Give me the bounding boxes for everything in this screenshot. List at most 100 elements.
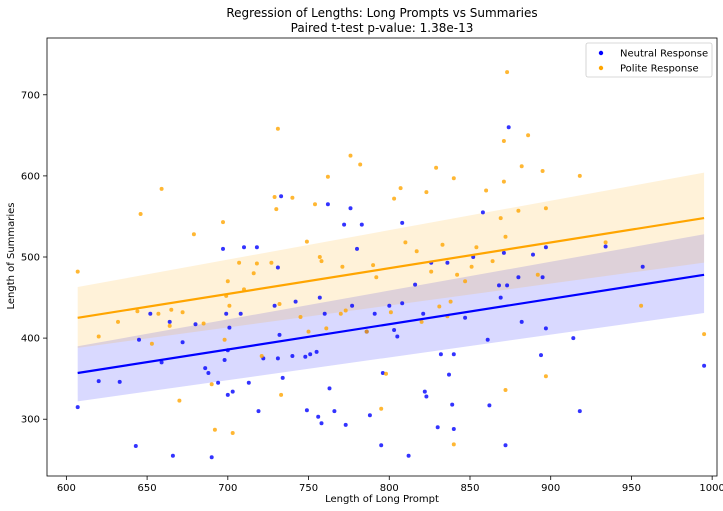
data-point-polite — [543, 374, 548, 379]
data-point-neutral — [203, 366, 208, 371]
x-tick-label: 700 — [218, 483, 237, 494]
data-point-polite — [272, 195, 277, 199]
data-point-polite — [319, 259, 324, 264]
data-point-polite — [419, 319, 424, 324]
x-tick-label: 1000 — [699, 483, 723, 494]
data-point-neutral — [319, 421, 324, 426]
legend-box — [585, 42, 713, 78]
data-point-polite — [424, 190, 429, 195]
data-point-neutral — [498, 295, 503, 300]
data-point-polite — [290, 195, 295, 200]
data-point-neutral — [480, 210, 485, 215]
data-point-polite — [639, 303, 644, 308]
data-point-neutral — [342, 222, 347, 227]
confidence-band-neutral — [77, 234, 705, 402]
data-point-polite — [455, 272, 460, 277]
data-point-polite — [364, 329, 369, 334]
data-point-neutral — [343, 422, 348, 427]
data-point-polite — [225, 279, 230, 284]
x-axis-label: Length of Long Prompt — [325, 494, 439, 505]
data-point-polite — [437, 304, 442, 309]
data-point-polite — [343, 308, 348, 313]
legend-marker-polite — [598, 65, 604, 71]
data-point-neutral — [451, 352, 456, 357]
data-point-neutral — [256, 409, 261, 414]
data-point-neutral — [372, 311, 377, 316]
data-point-neutral — [350, 303, 355, 308]
data-point-neutral — [227, 325, 232, 330]
data-point-polite — [519, 164, 524, 169]
data-point-polite — [429, 269, 434, 274]
data-point-neutral — [206, 371, 211, 375]
data-point-neutral — [485, 337, 490, 342]
data-point-neutral — [406, 453, 411, 458]
data-point-polite — [180, 310, 185, 315]
data-point-polite — [167, 323, 172, 328]
data-point-polite — [254, 261, 259, 266]
data-point-polite — [159, 186, 164, 191]
data-point-polite — [398, 186, 403, 191]
data-point-polite — [298, 315, 303, 319]
data-point-neutral — [450, 402, 455, 407]
data-point-neutral — [435, 425, 440, 430]
data-point-polite — [371, 263, 376, 268]
data-point-polite — [490, 259, 495, 264]
data-point-neutral — [224, 311, 229, 316]
data-point-polite — [379, 406, 384, 411]
data-point-polite — [374, 275, 379, 280]
data-point-neutral — [242, 245, 246, 250]
data-point-polite — [279, 392, 284, 397]
data-point-neutral — [137, 337, 141, 342]
data-point-neutral — [438, 352, 443, 357]
data-point-neutral — [355, 246, 359, 251]
data-point-polite — [209, 382, 214, 387]
data-point-polite — [414, 249, 419, 254]
regression-line-neutral — [77, 273, 705, 375]
data-point-neutral — [392, 328, 397, 332]
legend: Neutral Response Polite Response — [585, 42, 713, 78]
y-axis-label: Length of Summaries — [6, 202, 17, 309]
data-point-neutral — [327, 386, 332, 391]
data-point-neutral — [293, 299, 298, 304]
data-point-polite — [577, 173, 582, 178]
data-point-neutral — [75, 405, 80, 410]
confidence-band-polite — [77, 172, 705, 348]
data-point-polite — [135, 309, 140, 314]
data-point-polite — [340, 264, 345, 269]
data-point-neutral — [254, 245, 259, 250]
data-point-polite — [275, 126, 280, 131]
data-point-neutral — [395, 334, 400, 339]
data-point-neutral — [275, 265, 280, 270]
data-point-neutral — [400, 220, 405, 225]
data-point-polite — [498, 216, 503, 221]
data-point-polite — [451, 176, 456, 181]
data-point-neutral — [317, 295, 322, 300]
data-point-polite — [702, 332, 707, 337]
data-point-neutral — [280, 375, 285, 380]
data-point-polite — [348, 153, 353, 158]
x-tick-label: 600 — [57, 483, 76, 494]
data-point-neutral — [170, 453, 175, 458]
data-point-polite — [451, 442, 456, 447]
chart-title: Regression of Lengths: Long Prompts vs S… — [226, 6, 537, 20]
data-point-neutral — [304, 408, 309, 413]
data-point-neutral — [421, 311, 426, 316]
data-point-neutral — [501, 250, 506, 255]
data-point-neutral — [277, 332, 282, 337]
data-point-polite — [603, 240, 608, 245]
data-point-neutral — [543, 326, 548, 331]
legend-label-neutral: Neutral Response — [620, 49, 708, 60]
data-point-polite — [313, 202, 317, 207]
y-tick-label: 600 — [21, 171, 40, 182]
x-tick-label: 850 — [460, 483, 479, 494]
data-point-polite — [221, 220, 225, 225]
data-point-neutral — [571, 336, 576, 341]
data-point-polite — [306, 329, 311, 334]
data-point-neutral — [117, 379, 122, 384]
data-point-polite — [392, 196, 397, 201]
data-point-polite — [526, 133, 531, 138]
data-point-neutral — [519, 319, 524, 324]
data-point-neutral — [367, 413, 372, 418]
data-point-polite — [505, 70, 510, 75]
